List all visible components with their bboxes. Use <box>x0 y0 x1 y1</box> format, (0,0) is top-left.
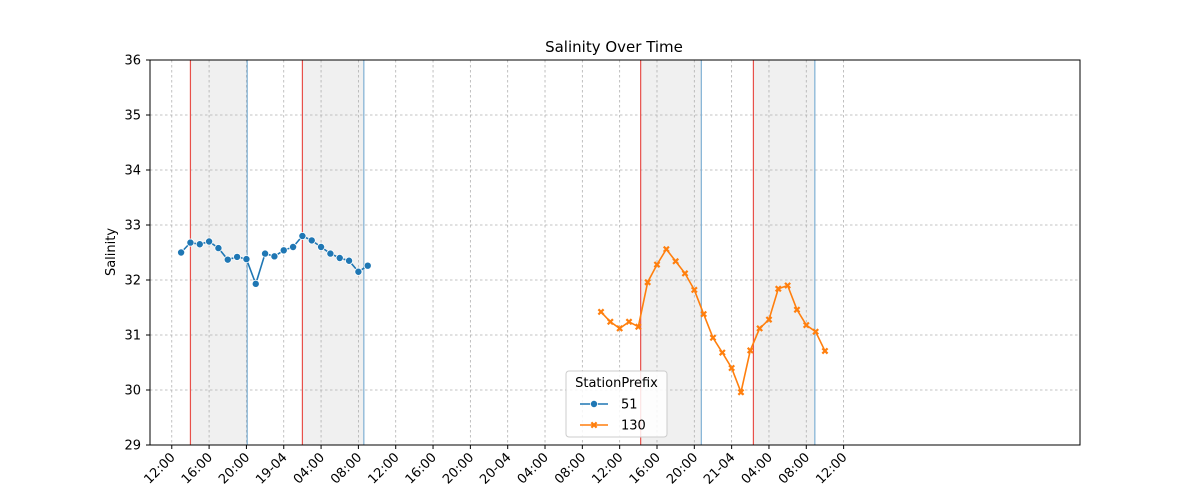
data-point <box>616 325 624 332</box>
x-tick-label: 12:00 <box>813 450 850 487</box>
x-tick-label: 12:00 <box>589 450 626 487</box>
data-point <box>195 240 204 249</box>
x-tick-label: 20-04 <box>477 450 514 487</box>
shaded-region-4 <box>753 60 815 445</box>
region-boundary-lines <box>189 60 816 445</box>
data-point <box>214 244 223 253</box>
data-point <box>728 364 736 372</box>
y-tick-label: 29 <box>124 439 141 454</box>
y-tick-label: 34 <box>124 164 141 179</box>
chart-title: Salinity Over Time <box>545 38 683 56</box>
data-point <box>662 245 670 253</box>
x-tick-label: 19-04 <box>253 450 290 487</box>
data-point <box>784 282 792 289</box>
data-point <box>335 253 344 262</box>
data-point <box>242 255 251 264</box>
shaded-region-1 <box>190 60 248 445</box>
axes <box>146 59 1081 449</box>
data-point <box>690 286 698 294</box>
y-tick-label: 33 <box>124 219 141 234</box>
data-point <box>644 278 652 286</box>
data-point <box>317 242 326 251</box>
data-point <box>793 306 801 314</box>
data-point <box>606 318 614 326</box>
data-point <box>261 249 270 258</box>
data-point <box>765 316 773 323</box>
x-tick-label: 04:00 <box>515 450 552 487</box>
x-tick-label: 04:00 <box>739 450 776 487</box>
x-tick-label: 12:00 <box>141 450 178 487</box>
legend-entry-label: 130 <box>621 419 646 434</box>
data-point <box>307 236 316 245</box>
data-point <box>354 267 363 276</box>
y-tick-label: 36 <box>124 54 141 69</box>
plot-frame <box>149 59 1081 446</box>
data-point <box>270 252 279 261</box>
x-tick-label: 04:00 <box>291 450 328 487</box>
data-point <box>812 328 819 336</box>
x-tick-label: 20:00 <box>664 450 701 487</box>
data-point <box>681 270 689 277</box>
data-point <box>774 285 782 293</box>
series-51 <box>177 231 372 288</box>
data-point <box>746 347 754 354</box>
x-tick-label: 08:00 <box>552 450 589 487</box>
y-tick-label: 30 <box>124 384 141 399</box>
data-point <box>289 242 298 251</box>
data-point <box>718 349 726 356</box>
x-tick-label: 16:00 <box>627 450 664 487</box>
data-series <box>177 231 829 396</box>
x-tick-label: 08:00 <box>328 450 365 487</box>
x-tick-label: 20:00 <box>216 450 253 487</box>
data-point <box>802 321 810 329</box>
data-point <box>653 261 661 268</box>
data-point <box>205 237 214 246</box>
data-point <box>298 231 307 240</box>
data-point <box>326 249 335 258</box>
legend-entry-label: 51 <box>621 398 638 413</box>
data-point <box>700 310 708 318</box>
data-point <box>223 255 232 264</box>
data-point <box>709 334 717 342</box>
data-point <box>597 308 605 316</box>
series-130 <box>597 245 829 396</box>
x-tick-label: 08:00 <box>776 450 813 487</box>
data-point <box>363 261 372 270</box>
data-point <box>345 256 354 265</box>
legend-marker <box>590 399 599 408</box>
y-tick-label: 32 <box>124 274 141 289</box>
data-point <box>177 248 186 257</box>
y-tick-label: 31 <box>124 329 141 344</box>
legend-box <box>565 370 668 438</box>
x-tick-label: 12:00 <box>365 450 402 487</box>
y-tick-label: 35 <box>124 109 141 124</box>
legend-title: StationPrefix <box>575 376 658 391</box>
legend-marker <box>590 421 598 429</box>
data-point <box>186 238 195 247</box>
y-axis-title: Salinity <box>104 228 119 276</box>
x-tick-label: 21-04 <box>701 450 738 487</box>
data-point <box>634 323 642 331</box>
data-point <box>737 388 745 396</box>
data-point <box>625 318 633 326</box>
legend: StationPrefix 51 130 <box>565 370 668 438</box>
data-point <box>756 325 764 332</box>
data-point <box>233 252 242 261</box>
x-tick-label: 20:00 <box>440 450 477 487</box>
x-tick-label: 16:00 <box>403 450 440 487</box>
data-point <box>279 246 288 255</box>
data-point <box>821 347 829 355</box>
data-point <box>251 279 260 288</box>
data-point <box>672 257 680 265</box>
x-tick-label: 16:00 <box>179 450 216 487</box>
